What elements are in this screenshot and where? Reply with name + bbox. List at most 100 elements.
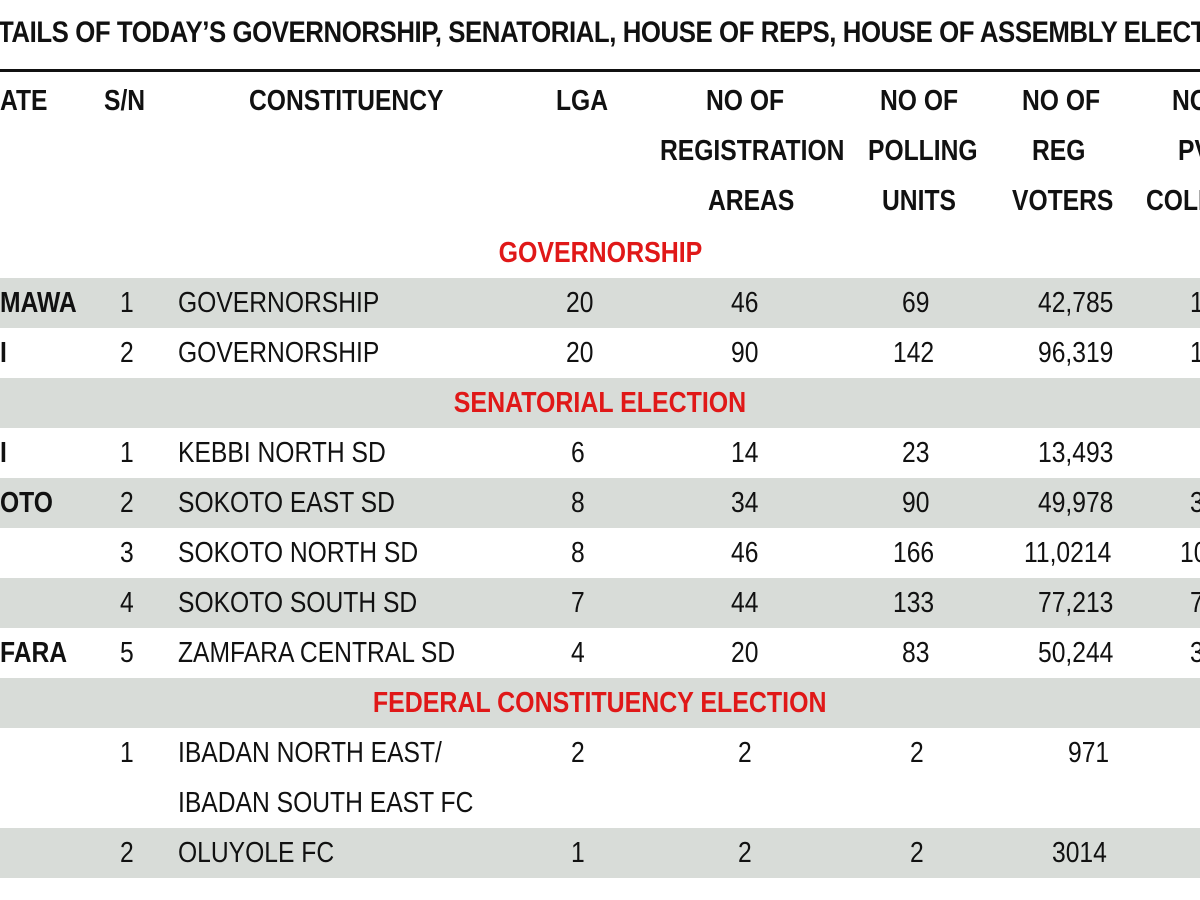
cell-reg-voters: 42,785 [1038,287,1114,319]
cell-sn: 2 [120,487,134,519]
cell-sn: 2 [120,337,134,369]
cell-reg-areas: 20 [731,637,759,669]
section-senatorial-row: SENATORIAL ELECTION [0,378,1200,428]
cell-reg-voters: 11,0214 [1024,537,1112,569]
cell-reg-voters: 77,213 [1038,587,1114,619]
header-reg-voters-3: VOTERS [1012,185,1114,217]
cell-polling-units: 69 [902,287,930,319]
cell-reg-areas: 2 [738,837,752,869]
cell-state: I [0,337,7,369]
table-row: 1 IBADAN NORTH EAST/ IBADAN SOUTH EAST F… [0,728,1200,828]
cell-constituency: OLUYOLE FC [178,837,335,869]
cell-lga: 20 [566,337,594,369]
cell-polling-units: 133 [893,587,935,619]
cell-reg-voters: 971 [1068,737,1110,769]
cell-constituency: SOKOTO SOUTH SD [178,587,418,619]
cell-sn: 1 [120,437,134,469]
cell-lga: 7 [571,587,585,619]
table-row: MAWA 1 GOVERNORSHIP 20 46 69 42,785 1 [0,278,1200,328]
cell-lga: 8 [571,487,585,519]
header-polling-units-3: UNITS [882,185,956,217]
cell-reg-voters: 49,978 [1038,487,1114,519]
table-title: TAILS OF TODAY’S GOVERNORSHIP, SENATORIA… [0,16,1200,49]
table-header: ATE S/N CONSTITUENCY LGA NO OF REGISTRAT… [0,72,1200,228]
cell-reg-voters: 3014 [1052,837,1107,869]
cell-constituency: KEBBI NORTH SD [178,437,386,469]
cell-state: MAWA [0,287,77,319]
cell-constituency: GOVERNORSHIP [178,337,380,369]
header-pvc-3: COLL [1146,185,1200,217]
section-governorship: GOVERNORSHIP [498,237,702,269]
cell-sn: 4 [120,587,134,619]
header-polling-units-2: POLLING [868,135,978,167]
cell-lga: 8 [571,537,585,569]
table-row: OTO 2 SOKOTO EAST SD 8 34 90 49,978 3 [0,478,1200,528]
cell-constituency: SOKOTO NORTH SD [178,537,419,569]
cell-polling-units: 83 [902,637,930,669]
title-bar: TAILS OF TODAY’S GOVERNORSHIP, SENATORIA… [0,0,1200,72]
header-lga: LGA [556,85,609,117]
cell-reg-voters: 13,493 [1038,437,1114,469]
cell-pvc: 3 [1190,478,1200,528]
header-state: ATE [0,85,48,117]
cell-reg-areas: 46 [731,287,759,319]
cell-reg-voters: 50,244 [1038,637,1114,669]
header-reg-areas-1: NO OF [706,85,785,117]
cell-constituency: GOVERNORSHIP [178,287,380,319]
section-federal: FEDERAL CONSTITUENCY ELECTION [373,687,827,719]
cell-pvc: 3 [1190,628,1200,678]
header-constituency: CONSTITUENCY [249,85,444,117]
cell-lga: 6 [571,437,585,469]
cell-sn: 1 [120,287,134,319]
table-row: 2 OLUYOLE FC 1 2 2 3014 [0,828,1200,878]
table-row: FARA 5 ZAMFARA CENTRAL SD 4 20 83 50,244… [0,628,1200,678]
cell-reg-areas: 44 [731,587,759,619]
cell-reg-areas: 2 [738,737,752,769]
table-row: I 2 GOVERNORSHIP 20 90 142 96,319 1 [0,328,1200,378]
cell-reg-areas: 34 [731,487,759,519]
section-senatorial: SENATORIAL ELECTION [453,387,747,419]
cell-lga: 1 [571,837,585,869]
cell-lga: 20 [566,287,594,319]
cell-polling-units: 23 [902,437,930,469]
cell-pvc: 1 [1190,328,1200,378]
header-polling-units-1: NO OF [880,85,959,117]
cell-constituency: IBADAN NORTH EAST/ [178,737,442,769]
cell-constituency-line2: IBADAN SOUTH EAST FC [178,787,474,819]
table-bottom-strip [0,878,1200,900]
cell-polling-units: 142 [893,337,935,369]
header-reg-voters-2: REG [1032,135,1086,167]
cell-state: OTO [0,487,53,519]
header-reg-areas-3: AREAS [708,185,795,217]
table-row: 4 SOKOTO SOUTH SD 7 44 133 77,213 7 [0,578,1200,628]
header-pvc-1: NO [1172,85,1200,117]
cell-lga: 4 [571,637,585,669]
header-reg-voters-1: NO OF [1022,85,1101,117]
cell-lga: 2 [571,737,585,769]
header-sn: S/N [104,85,146,117]
cell-sn: 5 [120,637,134,669]
cell-sn: 1 [120,737,134,769]
cell-polling-units: 2 [910,737,924,769]
cell-constituency: ZAMFARA CENTRAL SD [178,637,456,669]
cell-state: FARA [0,637,68,669]
cell-reg-voters: 96,319 [1038,337,1114,369]
cell-state: I [0,437,7,469]
section-federal-row: FEDERAL CONSTITUENCY ELECTION [0,678,1200,728]
table-row: I 1 KEBBI NORTH SD 6 14 23 13,493 [0,428,1200,478]
header-pvc-2: PV [1178,135,1200,167]
section-governorship-row: GOVERNORSHIP [0,228,1200,278]
cell-pvc: 1 [1190,278,1200,328]
cell-pvc: 10 [1180,537,1200,569]
cell-constituency: SOKOTO EAST SD [178,487,395,519]
cell-reg-areas: 14 [731,437,759,469]
cell-polling-units: 166 [893,537,935,569]
cell-polling-units: 2 [910,837,924,869]
cell-reg-areas: 90 [731,337,759,369]
cell-reg-areas: 46 [731,537,759,569]
table-row: 3 SOKOTO NORTH SD 8 46 166 11,0214 10 [0,528,1200,578]
cell-pvc: 7 [1190,578,1200,628]
cell-sn: 2 [120,837,134,869]
cell-polling-units: 90 [902,487,930,519]
